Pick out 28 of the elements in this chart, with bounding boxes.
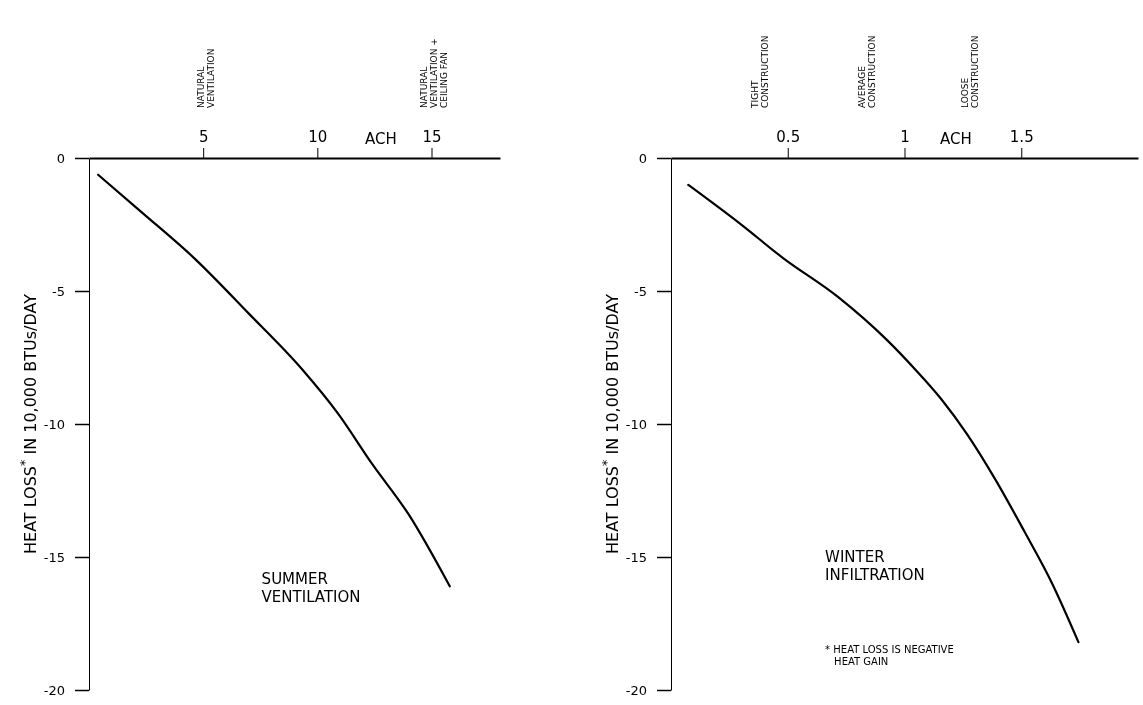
y-tick-label: -20 [625,682,647,698]
x-axis-title: ACH [364,130,397,148]
x-tick-label: 0.5 [776,128,801,146]
y-tick-label: -15 [625,549,647,565]
text: NATURAL VENTILATION [196,48,217,108]
line-series [687,183,1080,644]
line-series [97,173,451,588]
text: SUMMER VENTILATION [261,569,361,606]
y-tick-label: 0 [638,150,647,166]
annotation: * HEAT LOSS IS NEGATIVE HEAT GAIN [825,643,954,667]
x-tick-label: 10 [308,128,328,146]
x-axis-title: ACH [939,130,972,148]
text: TIGHT CONSTRUCTION [749,35,770,109]
x-tick-label: 5 [198,128,209,146]
y-tick-label: -10 [625,416,647,432]
y-tick-label: -10 [43,416,65,432]
text: WINTER INFILTRATION [825,548,925,585]
x-tick-label: 1.5 [1009,128,1034,146]
y-tick-label: -15 [43,549,65,565]
text: NATURAL VENTILATION + CEILING FAN [419,38,450,108]
y-tick-label: -5 [52,283,65,299]
y-tick-label: -5 [634,283,647,299]
y-tick-label: 0 [56,150,65,166]
x-tick-label: 15 [422,128,442,146]
text: AVERAGE CONSTRUCTION [857,35,878,108]
text: LOOSE CONSTRUCTION [959,35,980,108]
x-tick-label: 1 [900,128,910,146]
y-tick-label: -20 [43,682,65,698]
